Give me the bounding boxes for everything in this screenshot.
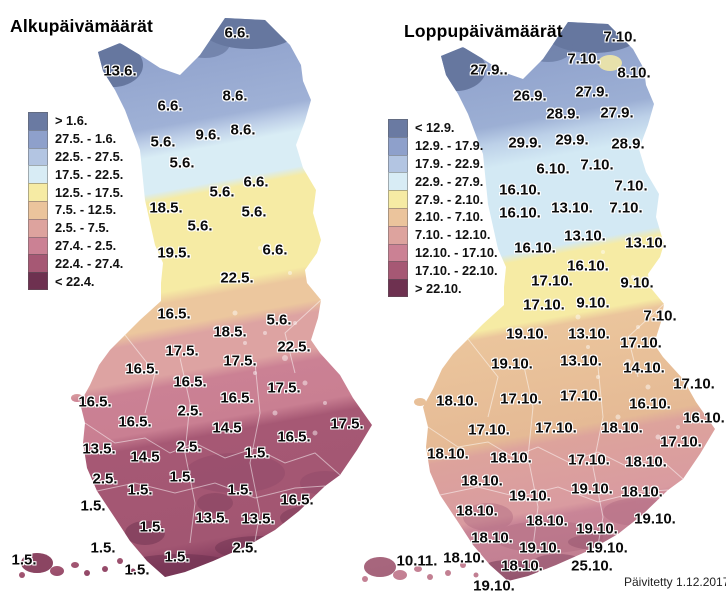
legend-item: 17.5. - 22.5. xyxy=(28,165,124,184)
legend-item: 2.10. - 7.10. xyxy=(388,207,498,226)
legend-swatch xyxy=(388,261,408,280)
legend-label: 27.9. - 2.10. xyxy=(415,191,484,207)
end-dates-map xyxy=(362,22,715,582)
legend-item: 12.9. - 17.9. xyxy=(388,136,498,155)
updated-note: Päivitetty 1.12.2017 xyxy=(624,575,726,589)
legend-label: 22.4. - 27.4. xyxy=(55,255,124,271)
legend-label: 17.10. - 22.10. xyxy=(415,262,498,278)
legend-label: 7.5. - 12.5. xyxy=(55,202,117,218)
start-dates-map xyxy=(19,18,372,578)
legend-label: 12.9. - 17.9. xyxy=(415,138,484,154)
legend-label: 12.10. - 17.10. xyxy=(415,244,498,260)
legend-swatch xyxy=(388,119,408,137)
legend-swatch xyxy=(388,243,408,262)
legend-label: 22.5. - 27.5. xyxy=(55,148,124,164)
legend-swatch xyxy=(28,272,48,290)
legend-swatch xyxy=(28,165,48,184)
legend-item: 22.4. - 27.4. xyxy=(28,254,124,273)
legend-label: 27.4. - 2.5. xyxy=(55,237,117,253)
legend-label: 27.5. - 1.6. xyxy=(55,131,117,147)
legend-swatch xyxy=(28,254,48,273)
legend-item: < 12.9. xyxy=(388,119,498,137)
legend-item: 27.4. - 2.5. xyxy=(28,236,123,255)
legend-swatch xyxy=(28,218,48,237)
legend-swatch xyxy=(28,183,48,201)
left-map-title: Alkupäivämäärät xyxy=(10,16,154,36)
legend-item: 12.10. - 17.10. xyxy=(388,243,498,262)
legend-swatch xyxy=(388,190,408,208)
legend-swatch xyxy=(28,147,48,166)
legend-item: 2.5. - 7.5. xyxy=(28,218,123,237)
legend-item: > 1.6. xyxy=(28,112,123,130)
legend-item: 7.10. - 12.10. xyxy=(388,225,498,244)
legend-item: 12.5. - 17.5. xyxy=(28,183,123,201)
legend-label: 17.5. - 22.5. xyxy=(55,166,124,182)
legend-swatch xyxy=(28,129,48,148)
end-dates-legend: < 12.9. 12.9. - 17.9. 17.9. - 22.9. 22.9. -… xyxy=(388,119,498,297)
legend-item: > 22.10. xyxy=(388,279,498,297)
legend-label: < 12.9. xyxy=(415,120,455,136)
legend-item: 27.9. - 2.10. xyxy=(388,190,498,208)
legend-item: 17.10. - 22.10. xyxy=(388,261,498,280)
legend-item: 27.5. - 1.6. xyxy=(28,129,123,148)
legend-item: 22.5. - 27.5. xyxy=(28,147,124,166)
legend-swatch xyxy=(28,236,48,255)
legend-label: 12.5. - 17.5. xyxy=(55,184,124,200)
legend-label: 17.9. - 22.9. xyxy=(415,155,484,171)
legend-item: 22.9. - 27.9. xyxy=(388,172,498,191)
legend-swatch xyxy=(388,279,408,297)
legend-swatch xyxy=(28,112,48,130)
start-dates-legend: > 1.6. 27.5. - 1.6. 22.5. - 27.5. 17.5. - 2… xyxy=(28,112,123,290)
legend-label: 2.10. - 7.10. xyxy=(415,209,484,225)
legend-swatch xyxy=(388,154,408,173)
legend-item: 17.9. - 22.9. xyxy=(388,154,498,173)
legend-swatch xyxy=(28,200,48,219)
legend-label: > 22.10. xyxy=(415,280,462,296)
legend-label: 2.5. - 7.5. xyxy=(55,220,110,236)
right-map-title: Loppupäivämäärät xyxy=(404,21,563,41)
legend-swatch xyxy=(388,172,408,191)
legend-item: < 22.4. xyxy=(28,272,123,290)
legend-label: > 1.6. xyxy=(55,113,88,129)
legend-label: 22.9. - 27.9. xyxy=(415,173,484,189)
legend-swatch xyxy=(388,225,408,244)
legend-swatch xyxy=(388,136,408,155)
legend-label: 7.10. - 12.10. xyxy=(415,227,491,243)
legend-item: 7.5. - 12.5. xyxy=(28,200,123,219)
legend-swatch xyxy=(388,207,408,226)
legend-label: < 22.4. xyxy=(55,273,95,289)
